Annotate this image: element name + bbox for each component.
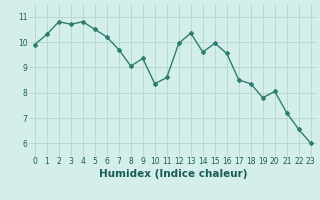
- X-axis label: Humidex (Indice chaleur): Humidex (Indice chaleur): [99, 169, 247, 179]
